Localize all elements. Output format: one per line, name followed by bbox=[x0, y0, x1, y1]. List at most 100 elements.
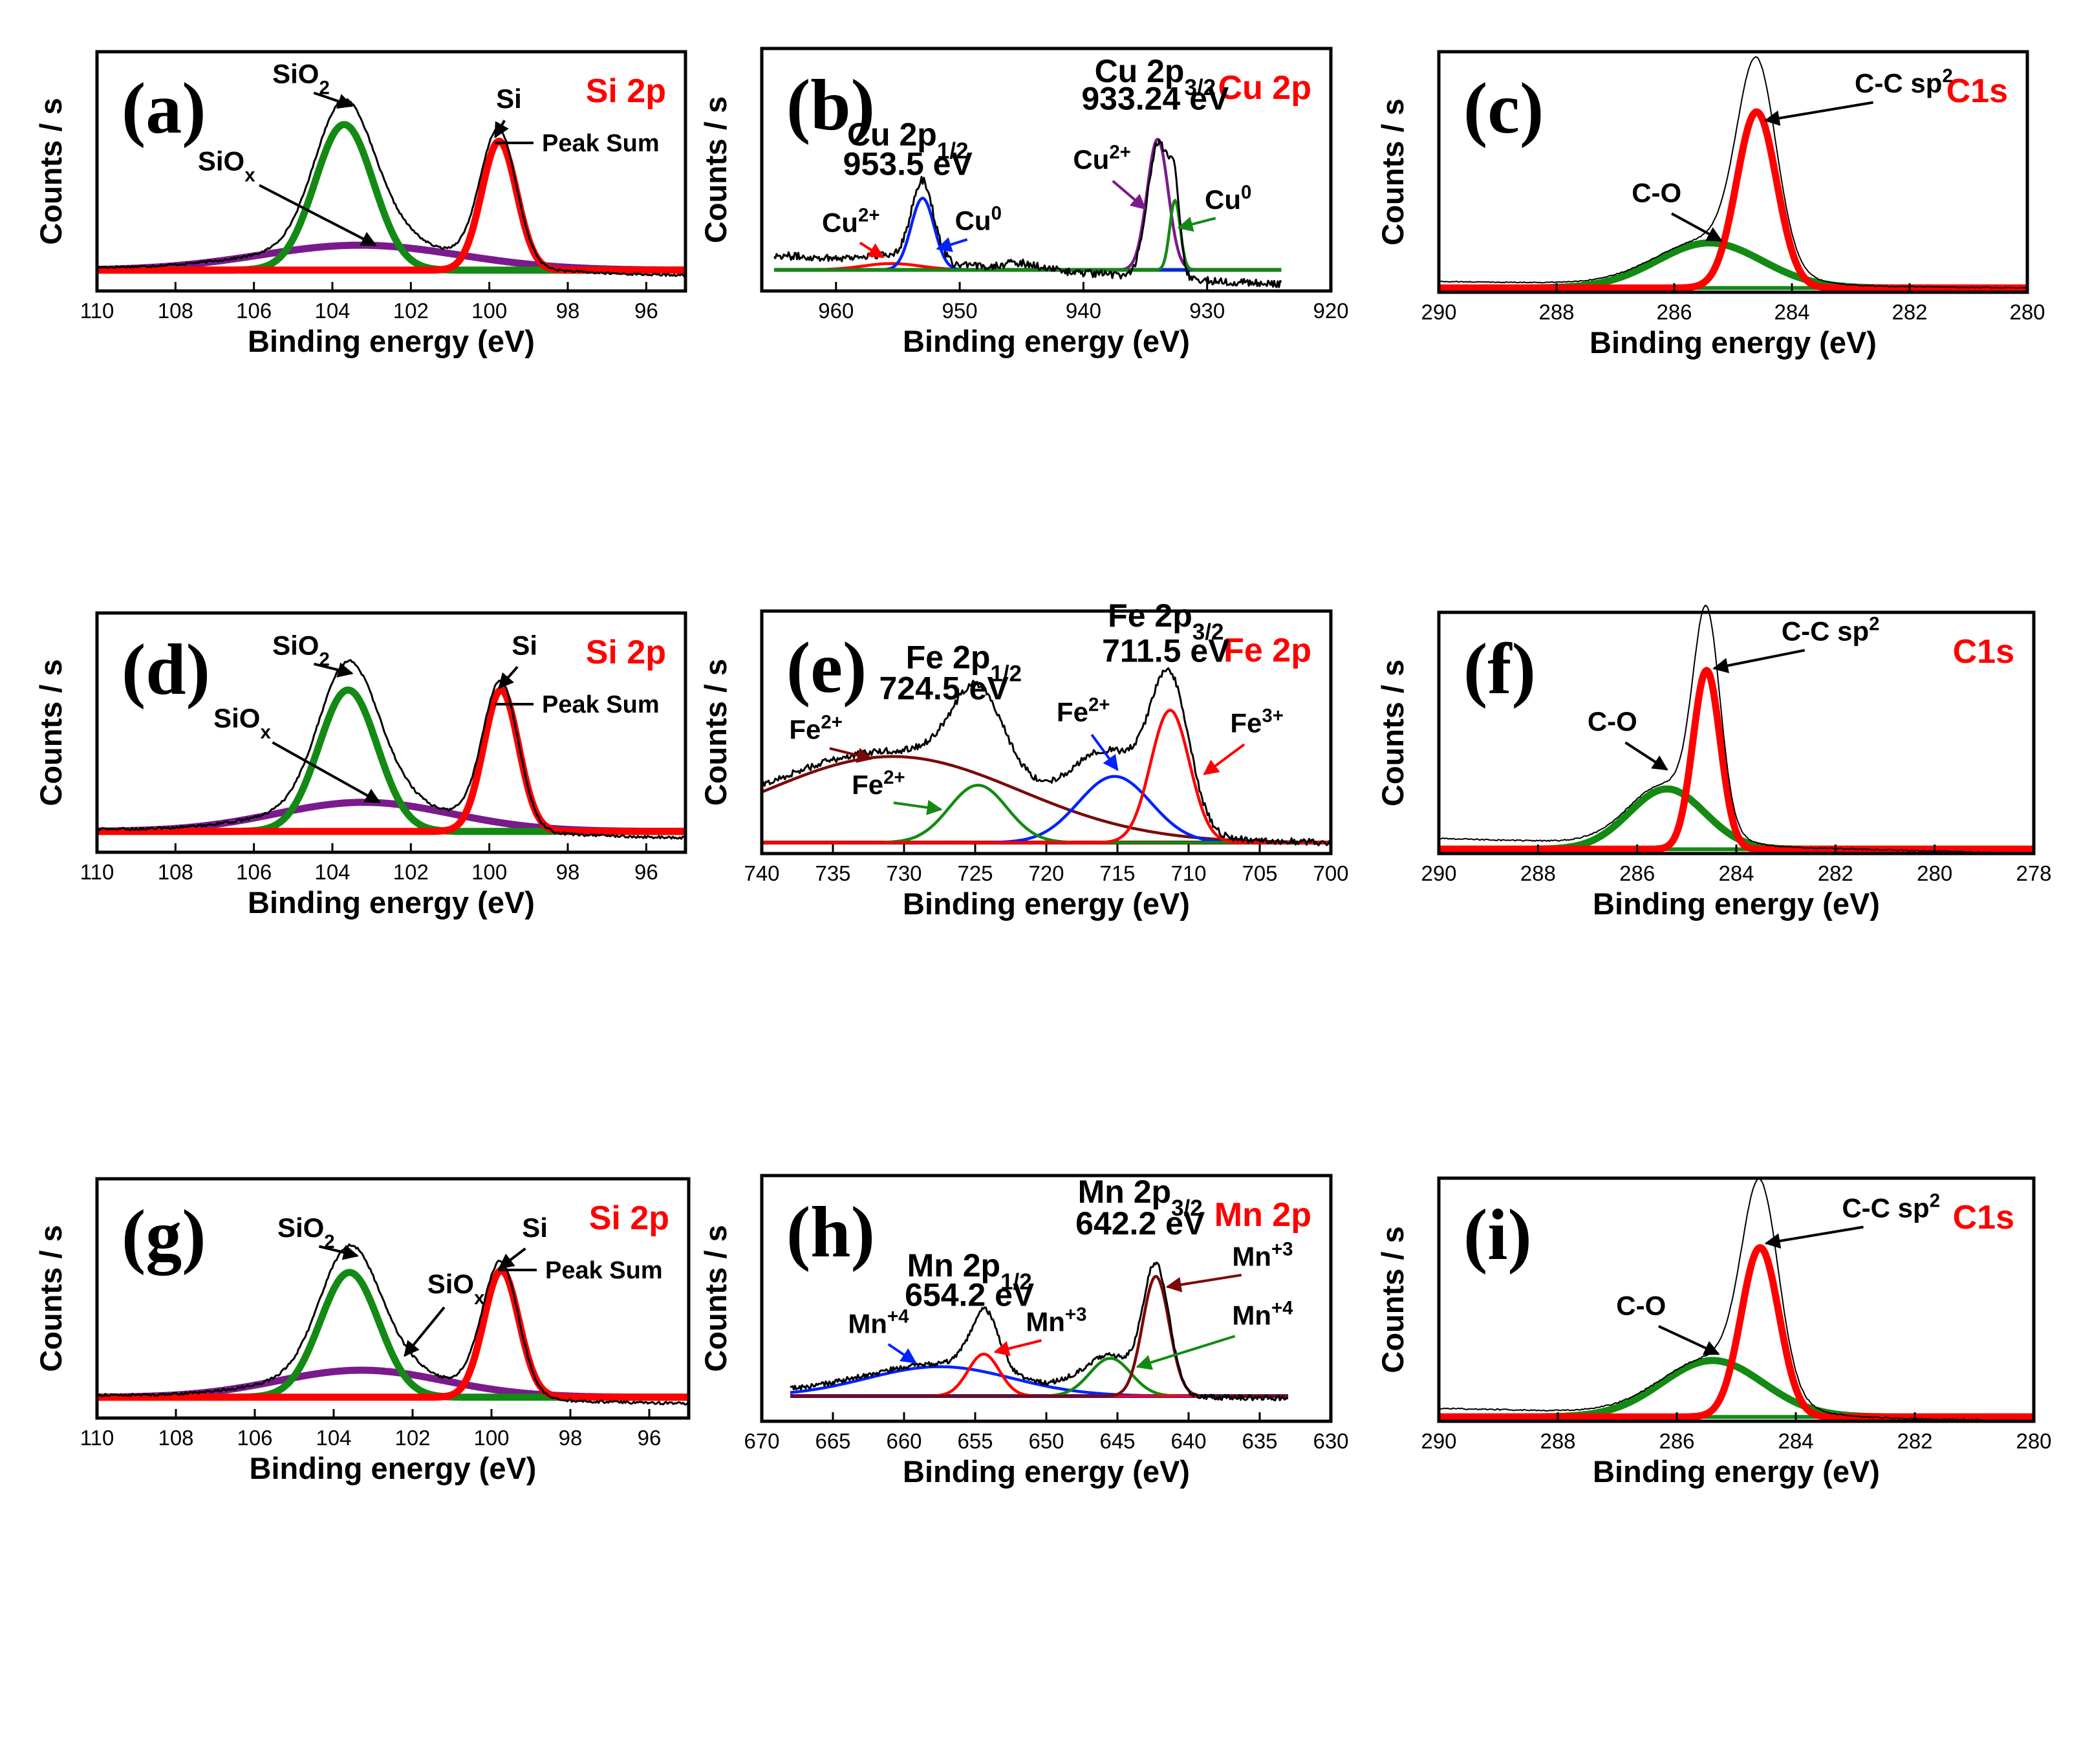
y-axis-title: Counts / s bbox=[1375, 1226, 1410, 1373]
annotation-subscript: 1/2 bbox=[990, 661, 1022, 686]
fit-peak-fe2-2p1-2- bbox=[761, 755, 1332, 844]
fit-peak-cu0-2p3-2- bbox=[773, 199, 1282, 272]
annotation-text: Fe bbox=[852, 769, 883, 800]
x-axis-title: Binding energy (eV) bbox=[1590, 325, 1877, 360]
annotation-subscript: x bbox=[244, 164, 255, 186]
fit-peak-si bbox=[94, 137, 688, 274]
x-tick-label: 282 bbox=[1818, 861, 1853, 885]
annotation-text: 724.5 eV bbox=[879, 670, 1009, 706]
annotation-subscript: 3/2 bbox=[1171, 1196, 1203, 1221]
x-tick-label: 104 bbox=[314, 860, 350, 884]
x-axis-title: Binding energy (eV) bbox=[248, 324, 535, 358]
annotation-text: Mn 2p bbox=[907, 1247, 1000, 1284]
x-tick-label: 104 bbox=[314, 299, 350, 323]
annotation-text: Cu bbox=[955, 205, 991, 235]
annotation-arrow bbox=[314, 662, 354, 678]
x-tick-label: 108 bbox=[158, 299, 193, 323]
peak-annotation: Cu0 bbox=[955, 202, 1002, 236]
annotation-text: Si bbox=[512, 630, 537, 660]
x-tick-label: 284 bbox=[1778, 1429, 1813, 1453]
x-tick-label: 288 bbox=[1538, 300, 1574, 324]
x-tick-label: 635 bbox=[1242, 1429, 1277, 1453]
xps-panel-a: 110 108 106 104 102 100 98 96 Binding energy (eV… bbox=[34, 50, 688, 358]
annotation-subscript: 3/2 bbox=[1184, 75, 1216, 100]
peak-annotation: 933.24 eV bbox=[1081, 81, 1229, 117]
peak-sum-line bbox=[1439, 56, 2028, 289]
x-tick-label: 710 bbox=[1170, 861, 1206, 885]
x-tick-label: 705 bbox=[1242, 861, 1277, 885]
y-axis-title: Counts / s bbox=[34, 98, 68, 244]
x-tick-label: 665 bbox=[815, 1429, 850, 1453]
annotation-subscript: x bbox=[260, 721, 271, 742]
annotation-text: Mn bbox=[1232, 1300, 1271, 1331]
peak-annotation: SiO2 bbox=[272, 630, 330, 670]
annotation-text: C-O bbox=[1632, 178, 1681, 208]
x-tick-label: 735 bbox=[815, 861, 850, 885]
x-axis-title: Binding energy (eV) bbox=[1593, 1454, 1880, 1489]
x-tick-label: 720 bbox=[1028, 861, 1064, 885]
annotation-text: Si bbox=[522, 1212, 548, 1243]
annotation-subscript: 1/2 bbox=[1000, 1269, 1032, 1294]
x-tick-label: 655 bbox=[957, 1429, 993, 1453]
peak-annotation: SiOx bbox=[198, 145, 255, 186]
legend-label: Peak Sum bbox=[542, 130, 660, 157]
annotation-text: Fe bbox=[1057, 696, 1088, 727]
annotation-text: 654.2 eV bbox=[905, 1276, 1035, 1313]
x-axis-title: Binding energy (eV) bbox=[1593, 887, 1880, 921]
xps-panel-h: 670 665 660 655 650 645 640 635 630 Binding energ… bbox=[698, 1174, 1349, 1489]
plot-frame bbox=[95, 1177, 691, 1420]
x-tick-label: 290 bbox=[1421, 1429, 1456, 1453]
annotation-arrow bbox=[829, 747, 873, 763]
peak-annotation: Fe2+ bbox=[1057, 694, 1110, 727]
spectrum-title: Cu 2p bbox=[1218, 69, 1311, 107]
x-axis-title: Binding energy (eV) bbox=[903, 887, 1190, 921]
peak-annotation: C-C sp2 bbox=[1842, 1190, 1940, 1223]
annotation-arrow bbox=[993, 1339, 1042, 1357]
y-axis-title: Counts / s bbox=[698, 96, 733, 243]
annotation-arrow bbox=[1165, 1273, 1242, 1293]
x-tick-label: 280 bbox=[2016, 1429, 2051, 1453]
peak-annotation: Mn 2p1/2 bbox=[907, 1247, 1032, 1295]
x-tick-label: 106 bbox=[237, 1426, 272, 1450]
peak-annotation: SiO2 bbox=[277, 1212, 335, 1253]
x-tick-label: 102 bbox=[394, 1426, 430, 1450]
peak-annotation: Cu 2p3/2 bbox=[1095, 53, 1216, 100]
x-tick-label: 100 bbox=[471, 860, 507, 884]
x-tick-label: 930 bbox=[1189, 299, 1225, 323]
annotation-superscript: 2+ bbox=[858, 204, 880, 226]
legend-label: Peak Sum bbox=[545, 1257, 663, 1284]
peak-annotation: SiOx bbox=[213, 703, 271, 743]
x-tick-label: 940 bbox=[1066, 299, 1101, 323]
spectrum-title: Si 2p bbox=[586, 72, 666, 110]
annotation-superscript: 2+ bbox=[1088, 694, 1110, 715]
x-axis-title: Binding energy (eV) bbox=[903, 324, 1190, 358]
x-tick-label: 284 bbox=[1718, 861, 1754, 885]
annotation-superscript: 0 bbox=[991, 202, 1002, 224]
xps-panel-g: 110 108 106 104 102 100 98 96 Binding energy (eV… bbox=[34, 1177, 691, 1485]
annotation-arrow bbox=[893, 799, 943, 815]
y-axis-title: Counts / s bbox=[1375, 98, 1410, 245]
annotation-subscript: 1/2 bbox=[937, 138, 969, 164]
x-tick-label: 100 bbox=[473, 1426, 509, 1450]
x-tick-label: 286 bbox=[1659, 1429, 1694, 1453]
annotation-text: Mn bbox=[1232, 1242, 1271, 1272]
peak-annotation: C-O bbox=[1632, 178, 1681, 208]
x-tick-label: 282 bbox=[1892, 300, 1927, 324]
x-tick-label: 640 bbox=[1170, 1429, 1206, 1453]
annotation-subscript: 2 bbox=[319, 649, 329, 670]
annotation-text: Cu bbox=[1205, 184, 1241, 215]
peak-annotation: SiO2 bbox=[272, 58, 330, 98]
panel-label: (c) bbox=[1463, 69, 1544, 149]
fit-peak-c-o bbox=[1436, 239, 2030, 292]
x-tick-label: 290 bbox=[1421, 861, 1456, 885]
xps-panel-f: 290 288 286 284 282 280 278 Binding energy (eV)… bbox=[1375, 605, 2052, 921]
peak-annotation: Mn+3 bbox=[1232, 1238, 1293, 1272]
peak-annotation: Mn+3 bbox=[1026, 1304, 1086, 1337]
annotation-superscript: +3 bbox=[1271, 1238, 1293, 1260]
annotation-superscript: 2+ bbox=[821, 711, 843, 733]
annotation-arrow bbox=[859, 241, 885, 259]
x-tick-label: 725 bbox=[957, 861, 993, 885]
annotation-superscript: 0 bbox=[1241, 181, 1251, 202]
x-tick-label: 110 bbox=[80, 299, 114, 323]
panel-label: (d) bbox=[122, 630, 210, 710]
